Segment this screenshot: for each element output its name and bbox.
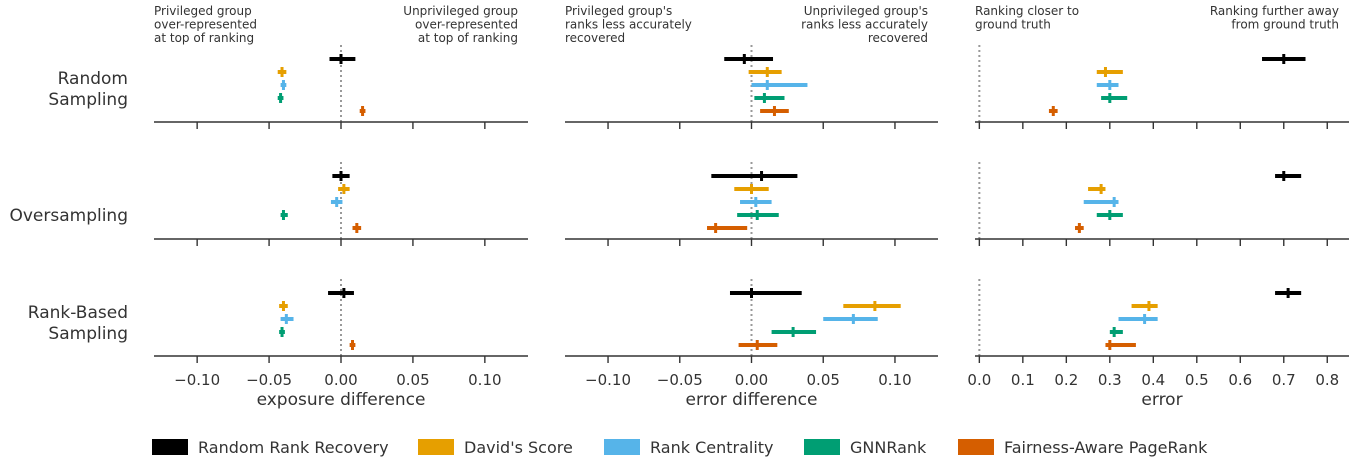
row-label: Rank-Based	[28, 303, 128, 323]
note-right-line: over-represented	[415, 18, 518, 32]
x-axis-title: exposure difference	[257, 390, 426, 410]
x-tick-label: −0.10	[585, 371, 631, 389]
panels	[154, 45, 1349, 363]
legend-label-davids: David's Score	[464, 438, 573, 457]
note-right-line: Unprivileged group's	[804, 4, 928, 18]
legend-swatch-fairness	[958, 439, 994, 455]
row-label: Sampling	[48, 90, 128, 110]
x-tick-label: 0.0	[967, 371, 991, 389]
legend-label-fairness: Fairness-Aware PageRank	[1004, 438, 1208, 457]
note-right-line: Ranking further away	[1210, 4, 1339, 18]
x-tick-label: −0.10	[174, 371, 220, 389]
x-tick-label: 0.7	[1272, 371, 1296, 389]
x-tick-label: 0.00	[735, 371, 768, 389]
panel-1-row-1	[565, 162, 938, 246]
note-left-line: recovered	[565, 31, 625, 45]
note-left-line: at top of ranking	[154, 31, 254, 45]
panel-1-row-0	[565, 45, 938, 129]
x-tick-label: 0.2	[1054, 371, 1078, 389]
legend-swatch-davids	[418, 439, 454, 455]
legend: Random Rank Recovery David's Score Rank Ce…	[152, 438, 1208, 457]
legend-label-random: Random Rank Recovery	[198, 438, 389, 457]
x-tick-label: 0.10	[468, 371, 501, 389]
x-tick-label: 0.5	[1185, 371, 1209, 389]
note-left-line: Privileged group's	[565, 4, 672, 18]
row-label: Sampling	[48, 324, 128, 344]
x-tick-label: −0.05	[657, 371, 703, 389]
panel-0-row-0	[154, 45, 528, 129]
note-right-line: recovered	[868, 31, 928, 45]
x-axis-title: error difference	[686, 390, 818, 410]
row-labels: RandomSamplingOversamplingRank-BasedSamp…	[9, 69, 128, 344]
note-right-line: Unprivileged group	[403, 4, 518, 18]
panel-2-row-2	[975, 279, 1349, 363]
note-left-line: over-represented	[154, 18, 257, 32]
x-tick-label: −0.05	[246, 371, 292, 389]
note-left-line: ground truth	[975, 18, 1051, 32]
note-right-line: from ground truth	[1231, 18, 1339, 32]
x-axis-title: error	[1141, 390, 1182, 410]
row-label: Oversampling	[9, 206, 128, 226]
x-tick-label: 0.8	[1315, 371, 1339, 389]
legend-swatch-gnn	[804, 439, 840, 455]
x-tick-label: 0.00	[324, 371, 357, 389]
x-tick-label: 0.1	[1011, 371, 1035, 389]
panel-1-row-2	[565, 279, 938, 363]
row-label: Random	[58, 69, 128, 89]
x-tick-label: 0.05	[807, 371, 840, 389]
legend-label-rankcent: Rank Centrality	[650, 438, 774, 457]
note-left-line: Ranking closer to	[975, 4, 1079, 18]
x-tick-label: 0.4	[1141, 371, 1165, 389]
note-right-line: at top of ranking	[418, 31, 518, 45]
note-left-line: Privileged group	[154, 4, 252, 18]
x-axes: −0.10 −0.05 0.00 0.05 0.10 exposure differenc…	[174, 371, 1339, 410]
x-tick-label: 0.05	[396, 371, 429, 389]
x-tick-label: 0.6	[1228, 371, 1252, 389]
legend-label-gnn: GNNRank	[850, 438, 927, 457]
legend-swatch-random	[152, 439, 188, 455]
legend-swatch-rankcent	[604, 439, 640, 455]
x-tick-label: 0.3	[1098, 371, 1122, 389]
note-right-line: ranks less accurately	[801, 18, 928, 32]
panel-2-row-1	[975, 162, 1349, 246]
panel-2-row-0	[975, 45, 1349, 129]
panel-0-row-2	[154, 279, 528, 363]
note-left-line: ranks less accurately	[565, 18, 692, 32]
panel-0-row-1	[154, 162, 528, 246]
x-tick-label: 0.10	[878, 371, 911, 389]
